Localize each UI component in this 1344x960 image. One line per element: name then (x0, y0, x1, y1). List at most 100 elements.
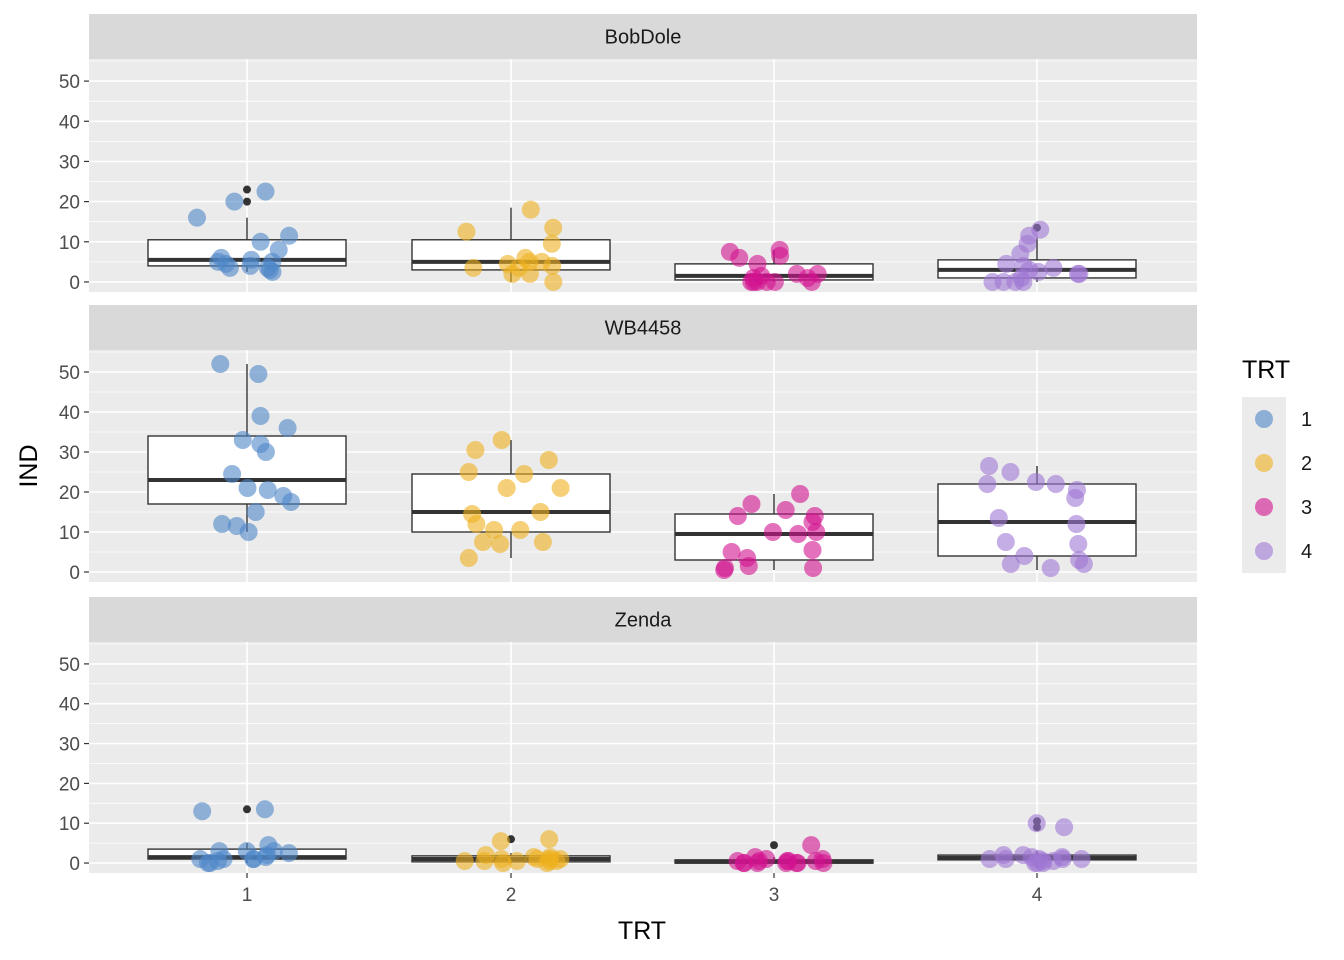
legend-label: 1 (1301, 409, 1312, 431)
data-point (806, 852, 825, 871)
y-tick-label: 20 (59, 483, 80, 504)
data-point (551, 479, 570, 497)
y-tick-label: 30 (59, 735, 80, 756)
data-point (242, 250, 261, 269)
y-tick-label: 40 (59, 403, 80, 424)
data-point (223, 465, 242, 483)
data-point (1069, 535, 1088, 553)
y-tick-label: 10 (59, 233, 80, 254)
data-point (1028, 854, 1047, 873)
data-point (511, 521, 530, 539)
legend-swatch (1255, 410, 1273, 428)
data-point (256, 182, 275, 201)
data-point (789, 525, 808, 543)
data-point (791, 485, 810, 503)
data-point (1053, 848, 1072, 867)
data-point (978, 475, 997, 493)
data-point (531, 503, 550, 521)
data-point (269, 240, 288, 259)
y-tick-label: 30 (59, 152, 80, 173)
data-point (1015, 547, 1034, 565)
facet-panel-zenda: Zenda 0 10 20 30 40 50 1 2 3 4 (59, 597, 1197, 906)
legend-keys: 1 2 3 4 (1242, 397, 1312, 573)
data-point (237, 842, 256, 861)
x-tick-label: 4 (1032, 885, 1043, 906)
data-point (1074, 555, 1093, 573)
points-trt-1 (191, 800, 298, 873)
y-tick-label: 30 (59, 443, 80, 464)
data-point (233, 431, 252, 449)
legend-key-3: 3 (1242, 485, 1312, 529)
data-point (779, 852, 798, 871)
y-axis-title: IND (15, 444, 43, 487)
data-point (1011, 244, 1030, 263)
data-point (980, 457, 999, 475)
data-point (1070, 264, 1089, 283)
data-point (455, 852, 474, 871)
data-point (1067, 515, 1086, 533)
data-point (771, 246, 790, 265)
y-tick-label: 20 (59, 193, 80, 214)
data-point (533, 533, 552, 551)
outlier-point (243, 185, 251, 194)
y-tick-label: 0 (69, 563, 80, 584)
points-trt-2 (457, 200, 563, 291)
legend-key-2: 2 (1242, 441, 1312, 485)
data-point (540, 830, 559, 849)
points-trt-2 (455, 830, 570, 873)
data-point (1027, 814, 1046, 833)
data-point (467, 515, 486, 533)
data-point (188, 208, 206, 227)
data-point (1055, 818, 1074, 837)
data-point (507, 852, 526, 871)
legend-label: 4 (1301, 541, 1312, 563)
y-tick-label: 20 (59, 774, 80, 795)
y-tick-label: 40 (59, 112, 80, 133)
points-trt-3 (715, 485, 826, 579)
data-point (763, 523, 782, 541)
data-point (805, 507, 824, 525)
data-point (492, 850, 511, 869)
data-point (738, 549, 757, 567)
facet-panel-wb4458: WB4458 0 10 20 30 40 50 (59, 305, 1197, 584)
data-point (251, 232, 270, 251)
y-tick-label: 10 (59, 523, 80, 544)
legend-key-1: 1 (1242, 397, 1312, 441)
data-point (765, 272, 784, 291)
data-point (1044, 258, 1063, 277)
data-point (464, 258, 483, 277)
data-point (803, 541, 822, 559)
data-point (804, 559, 823, 577)
y-tick-label: 0 (69, 273, 80, 294)
legend-label: 2 (1301, 453, 1312, 475)
data-point (1026, 473, 1045, 491)
data-point (544, 272, 563, 291)
data-point (251, 407, 270, 425)
data-point (997, 254, 1016, 273)
data-point (715, 561, 734, 579)
data-point (466, 441, 485, 459)
legend-key-4: 4 (1242, 529, 1312, 573)
data-point (742, 272, 761, 291)
data-point (485, 521, 504, 539)
legend-label: 3 (1301, 497, 1312, 519)
data-point (258, 481, 277, 499)
y-tick-label: 50 (59, 363, 80, 384)
facet-panel-bobdole: BobDole 0 10 20 30 40 50 (59, 14, 1197, 294)
data-point (802, 272, 821, 291)
points-trt-4 (978, 457, 1093, 577)
x-tick-label: 2 (506, 885, 517, 906)
data-point (249, 365, 268, 383)
facet-strip-label: WB4458 (605, 318, 682, 340)
data-point (212, 248, 231, 267)
points-trt-1 (188, 182, 299, 281)
panel-background (89, 642, 1197, 873)
data-point (1041, 559, 1060, 577)
data-point (722, 543, 741, 561)
data-point (1031, 220, 1050, 239)
y-tick-label: 10 (59, 814, 80, 835)
y-tick-label: 40 (59, 695, 80, 716)
facet-strip (89, 305, 1197, 350)
data-point (211, 355, 230, 373)
